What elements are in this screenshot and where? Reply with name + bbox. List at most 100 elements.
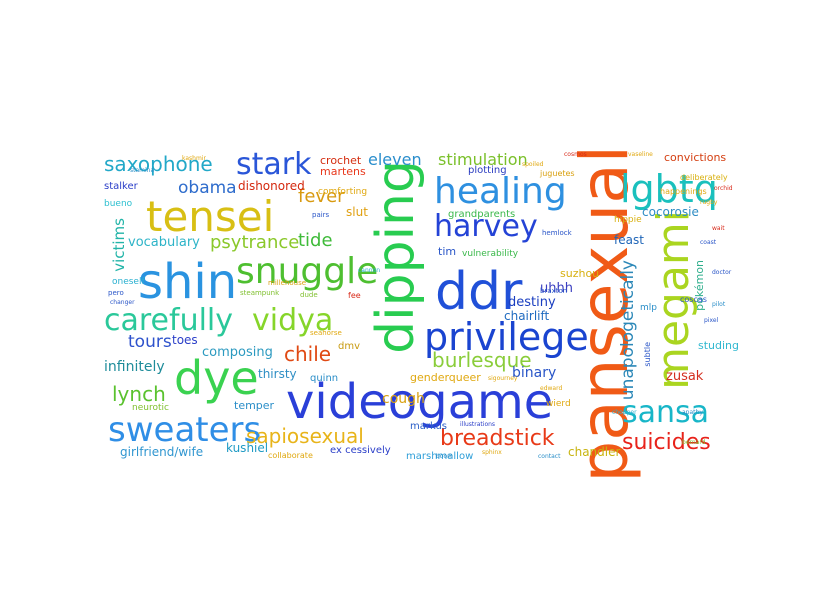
- word-dmv: dmv: [338, 341, 361, 352]
- word-suicides: suicides: [622, 430, 711, 455]
- word-girlfriend-wife: girlfriend/wife: [120, 445, 204, 459]
- word-suzhou: suzhou: [560, 267, 600, 280]
- word-braxton: braxton: [540, 287, 568, 295]
- word-coscas: coscas: [680, 295, 707, 304]
- word-studing: studing: [698, 339, 740, 352]
- word-privilege: privilege: [424, 315, 589, 359]
- word-vidya: vidya: [252, 303, 334, 338]
- word-victims: victims: [110, 218, 128, 272]
- word-comforting: comforting: [318, 187, 368, 197]
- word-vulnerability: vulnerability: [462, 249, 519, 259]
- word-unapologetically: unapologetically: [618, 260, 638, 401]
- word-tim: tim: [438, 245, 457, 258]
- word-martens: martens: [320, 165, 366, 178]
- word-tide: tide: [298, 230, 333, 251]
- word-lynch: lynch: [112, 382, 166, 406]
- word-sigourney: sigourney: [488, 375, 518, 382]
- word-shin: shin: [138, 254, 238, 310]
- word-snuggle: snuggle: [236, 251, 379, 292]
- word-burlesque: burlesque: [432, 348, 532, 372]
- word-cosmos: cosmos: [564, 151, 587, 158]
- word-plotting: plotting: [468, 165, 507, 176]
- word-dye: dye: [174, 351, 259, 405]
- word-collaborate: collaborate: [268, 451, 313, 460]
- word-seahorse: seahorse: [310, 329, 342, 337]
- word-slut: slut: [346, 205, 368, 219]
- word-pairs: pairs: [312, 211, 330, 219]
- word-spoiled: spoiled: [522, 161, 544, 168]
- word-wierd: wierd: [546, 399, 571, 409]
- word-subtle: subtle: [643, 342, 652, 367]
- word-changer: changer: [110, 299, 135, 306]
- word-bernard: bernard: [682, 439, 706, 446]
- word-wait: wait: [712, 225, 725, 232]
- word-zusak: zusak: [666, 369, 704, 384]
- word-quinn: quinn: [310, 373, 339, 384]
- word-thirsty: thirsty: [258, 367, 297, 381]
- word-sweaters: sweaters: [108, 410, 262, 450]
- word-healing: healing: [434, 171, 567, 212]
- word-pixel: pixel: [704, 317, 719, 324]
- word-pero: pero: [108, 289, 124, 297]
- word-markus: markus: [410, 421, 448, 432]
- word-dude: dude: [300, 291, 318, 299]
- word-binary: binary: [512, 365, 557, 381]
- word-stimulation: stimulation: [438, 150, 528, 169]
- word-cannon: cannon: [358, 267, 381, 274]
- word-marshmallow: marshmallow: [406, 451, 474, 462]
- word-saxophone: saxophone: [104, 152, 213, 176]
- word-temper: temper: [234, 399, 275, 412]
- word-infinitely: infinitely: [104, 359, 165, 375]
- word-rugby: rugby: [700, 199, 718, 206]
- word-obama: obama: [178, 178, 237, 198]
- word-destiny: destiny: [508, 295, 556, 310]
- word-boom: boom: [436, 453, 453, 460]
- word-lgbtq: lgbtq: [620, 167, 718, 211]
- word-videogame: videogame: [286, 374, 554, 430]
- word-contact: contact: [538, 453, 561, 460]
- word-mlp: mlp: [640, 303, 657, 313]
- word-breadstick: breadstick: [440, 426, 555, 451]
- word-chandler: chandler: [568, 445, 621, 459]
- word-cough: cough: [382, 391, 425, 407]
- word-excessively: ex cessively: [330, 445, 391, 456]
- word-chairlift: chairlift: [504, 309, 550, 323]
- word-crochet: crochet: [320, 154, 362, 167]
- word-sansa: sansa: [622, 395, 710, 430]
- word-toes: toes: [172, 333, 198, 347]
- word-genderqueer: genderqueer: [410, 371, 481, 384]
- word-vaseline: vaseline: [628, 151, 653, 158]
- word-neurotic: neurotic: [132, 403, 169, 413]
- word-oneself: oneself: [112, 277, 145, 287]
- word-coast: coast: [700, 239, 717, 246]
- word-dishonored: dishonored: [238, 179, 305, 193]
- word-orchid: orchid: [714, 185, 733, 192]
- word-feast: feast: [614, 233, 644, 247]
- word-vocabulary: vocabulary: [128, 235, 200, 250]
- word-eleven: eleven: [368, 150, 422, 169]
- word-convictions: convictions: [664, 151, 727, 164]
- word-juguetes: juguetes: [540, 169, 575, 178]
- word-illustrations: illustrations: [460, 421, 496, 428]
- word-tensei: tensei: [146, 192, 275, 241]
- word-harvey: harvey: [434, 209, 538, 244]
- word-kashmir: kashmir: [182, 155, 206, 162]
- word-fee: fee: [348, 291, 361, 300]
- word-hippie: hippie: [614, 215, 642, 225]
- word-doctor: doctor: [712, 269, 732, 276]
- word-carefully: carefully: [104, 303, 234, 338]
- word-kushiel: kushiel: [226, 441, 269, 455]
- word-stalker: stalker: [104, 181, 138, 192]
- word-tours: tours: [128, 332, 172, 352]
- word-pilot: pilot: [712, 301, 726, 308]
- word-steampunk: steampunk: [240, 289, 280, 297]
- word-psytrance: psytrance: [210, 232, 300, 253]
- word-composing: composing: [202, 345, 273, 360]
- word-sapiosexual: sapiosexual: [246, 424, 364, 448]
- word-hemlock: hemlock: [542, 229, 572, 237]
- word-bueno: bueno: [104, 199, 133, 209]
- word-deliberately: deliberately: [680, 173, 728, 182]
- word-grandparents: grandparents: [448, 209, 516, 220]
- word-happenings: happenings: [660, 187, 707, 196]
